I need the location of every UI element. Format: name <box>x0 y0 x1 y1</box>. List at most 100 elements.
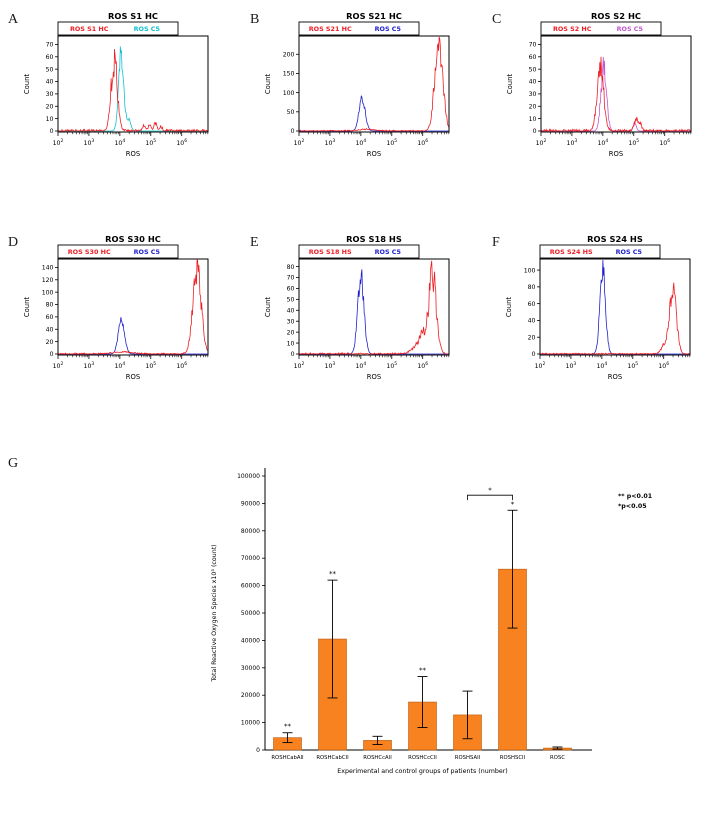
x-tick-label: 104 <box>115 138 126 147</box>
flow-chart-A: ROS S1 HC ROS S1 HC ROS C5 0 10 20 30 40 50 60 70 1… <box>20 10 222 168</box>
y-tick-label: 50 <box>529 66 537 73</box>
x-tick-label: 102 <box>53 138 64 147</box>
x-axis-label: ROS <box>609 150 623 158</box>
flow-row-bottom: D ROS S30 HC ROS S30 HC ROS C5 0 20 40 60 80 100… <box>0 233 726 391</box>
x-tick-label: 105 <box>386 361 397 370</box>
legend-item-0: ROS S1 HC <box>70 25 109 33</box>
y-tick-label: 40 <box>529 79 537 86</box>
flow-row-top: A ROS S1 HC ROS S1 HC ROS C5 0 10 20 30 40 50 60 7… <box>0 10 726 168</box>
x-tick-label: 104 <box>596 361 607 370</box>
flow-histogram-D: ROS S30 HC ROS S30 HC ROS C5 0 20 40 60 80 100 12… <box>23 234 209 381</box>
note-1: *p<0.05 <box>618 503 647 510</box>
x-tick-label: 106 <box>418 138 429 147</box>
sig-mark: ** <box>284 723 292 731</box>
panel-letter-G: G <box>8 456 19 471</box>
flow-chart-D: ROS S30 HC ROS S30 HC ROS C5 0 20 40 60 80 100 12… <box>20 233 222 391</box>
y-tick-label: 70000 <box>241 555 260 562</box>
y-tick-label: 40 <box>46 326 54 333</box>
legend-box <box>298 21 420 36</box>
sig-mark: * <box>511 500 515 508</box>
legend-item-0: ROS S2 HC <box>553 25 592 33</box>
x-axis-label: Experimental and control groups of patie… <box>337 768 508 775</box>
category-label: ROSHCabAII <box>271 755 304 761</box>
y-tick-label: 20000 <box>241 692 260 699</box>
x-tick-label: 105 <box>146 138 157 147</box>
y-tick-label: 0 <box>256 747 260 754</box>
x-axis-label: ROS <box>367 150 381 158</box>
x-tick-label: 106 <box>176 138 187 147</box>
flow-histogram-E: ROS S18 HS ROS S18 HS ROS C5 0 10 20 30 40 50 60 7… <box>264 234 450 381</box>
x-tick-label: 103 <box>84 361 95 370</box>
x-axis-label: ROS <box>126 373 140 381</box>
x-tick-label: 102 <box>293 361 304 370</box>
y-tick-label: 0 <box>50 351 54 358</box>
y-tick-label: 20 <box>529 103 537 110</box>
x-tick-label: 104 <box>598 138 609 147</box>
series-ROS S21 HC <box>299 36 449 132</box>
y-tick-label: 30 <box>46 91 54 98</box>
y-tick-label: 10 <box>286 340 294 347</box>
x-axis-label: ROS <box>366 373 380 381</box>
y-tick-label: 60000 <box>241 583 260 590</box>
y-tick-label: 20 <box>286 329 294 336</box>
legend-box <box>57 244 179 259</box>
y-tick-label: 0 <box>533 128 537 135</box>
legend-item-0: ROS S24 HS <box>550 248 593 256</box>
x-tick-label: 104 <box>355 361 366 370</box>
panel-letter-F: F <box>492 235 500 250</box>
x-tick-label: 106 <box>417 361 428 370</box>
flow-histogram-B: ROS S21 HC ROS S21 HC ROS C5 0 50 100 150 200 10… <box>264 11 450 158</box>
plot-frame <box>298 258 450 356</box>
plot-frame <box>540 35 692 133</box>
chart-title: ROS S2 HC <box>591 11 641 21</box>
y-tick-label: 50000 <box>241 610 260 617</box>
series-ROS S30 HC <box>58 259 208 355</box>
legend-box <box>539 244 661 259</box>
category-label: ROSC <box>550 755 565 761</box>
x-tick-label: 102 <box>534 361 545 370</box>
flow-panel-D: D ROS S30 HC ROS S30 HC ROS C5 0 20 40 60 80 100… <box>0 233 242 391</box>
y-tick-label: 20 <box>527 334 535 341</box>
y-tick-label: 80000 <box>241 528 260 535</box>
x-axis-label: ROS <box>608 373 622 381</box>
chart-title: ROS S30 HC <box>105 234 161 244</box>
x-tick-label: 106 <box>176 361 187 370</box>
legend-item-1: ROS C5 <box>615 248 641 256</box>
y-axis-label: Count <box>264 297 272 318</box>
y-tick-label: 80 <box>286 264 294 271</box>
flow-panel-F: F ROS S24 HS ROS S24 HS ROS C5 0 20 40 60 80 100… <box>484 233 726 391</box>
y-tick-label: 20 <box>46 339 54 346</box>
y-axis-label: Total Reactive Oxygen Species x10³ (coun… <box>211 544 218 682</box>
flow-chart-F: ROS S24 HS ROS S24 HS ROS C5 0 20 40 60 80 100 10… <box>502 233 704 391</box>
y-tick-label: 40 <box>527 318 535 325</box>
series-ROS S2 HC <box>541 56 691 132</box>
y-tick-label: 10 <box>46 116 54 123</box>
flow-panel-A: A ROS S1 HC ROS S1 HC ROS C5 0 10 20 30 40 50 60 7… <box>0 10 242 168</box>
y-tick-label: 40000 <box>241 637 260 644</box>
y-tick-label: 60 <box>46 54 54 61</box>
panel-letter-B: B <box>250 12 260 27</box>
y-tick-label: 70 <box>286 275 294 282</box>
y-tick-label: 60 <box>286 286 294 293</box>
y-tick-label: 140 <box>42 265 54 272</box>
category-label: ROSHCcCII <box>408 755 437 761</box>
legend-item-0: ROS S30 HC <box>68 248 111 256</box>
category-label: ROSHCabCII <box>316 755 349 761</box>
plot-frame <box>539 258 691 356</box>
category-label: ROSHSCII <box>500 755 526 761</box>
note-0: ** p<0.01 <box>618 493 652 500</box>
x-tick-label: 103 <box>565 361 576 370</box>
bar-chart-G: 0 10000 20000 30000 40000 50000 60000 70000 8000… <box>190 452 726 808</box>
flow-histogram-F: ROS S24 HS ROS S24 HS ROS C5 0 20 40 60 80 100 10… <box>505 234 691 381</box>
legend-item-0: ROS S21 HC <box>309 25 352 33</box>
y-tick-label: 120 <box>42 277 54 284</box>
flow-chart-B: ROS S21 HC ROS S21 HC ROS C5 0 50 100 150 200 10… <box>261 10 463 168</box>
chart-title: ROS S1 HC <box>108 11 158 21</box>
flow-panel-B: B ROS S21 HC ROS S21 HC ROS C5 0 50 100 150 200… <box>242 10 484 168</box>
chart-title: ROS S24 HS <box>587 234 643 244</box>
x-tick-label: 102 <box>536 138 547 147</box>
x-tick-label: 103 <box>567 138 578 147</box>
x-tick-label: 106 <box>660 138 671 147</box>
legend-item-1: ROS C5 <box>617 25 643 33</box>
